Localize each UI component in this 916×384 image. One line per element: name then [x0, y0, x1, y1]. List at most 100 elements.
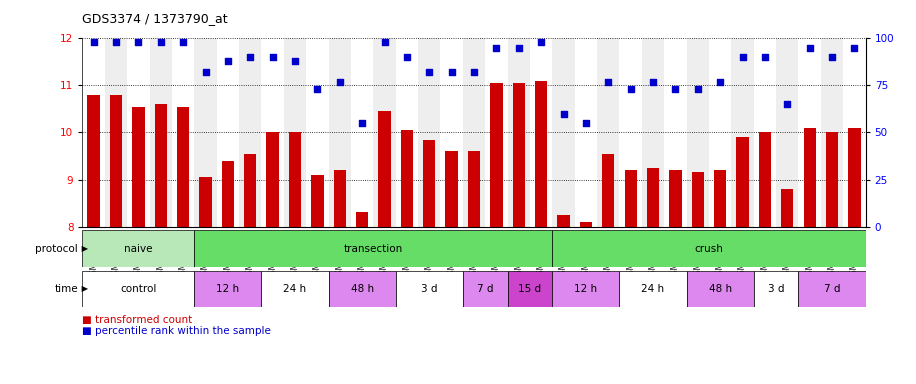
Bar: [692, 172, 704, 227]
Text: transection: transection: [344, 243, 403, 254]
Point: [377, 39, 392, 45]
Text: time: time: [54, 284, 78, 294]
Bar: [222, 161, 234, 227]
Bar: [552, 38, 574, 227]
Bar: [82, 230, 194, 267]
Point: [713, 79, 727, 85]
Point: [466, 69, 482, 75]
Point: [153, 39, 169, 45]
Point: [221, 58, 235, 64]
Text: ■ transformed count: ■ transformed count: [82, 315, 192, 325]
Bar: [776, 38, 799, 227]
Point: [198, 69, 213, 75]
Bar: [356, 212, 368, 227]
Bar: [400, 130, 413, 227]
Bar: [642, 38, 664, 227]
Bar: [664, 38, 687, 227]
Bar: [155, 104, 167, 227]
Bar: [507, 38, 530, 227]
Text: protocol: protocol: [35, 243, 78, 254]
Bar: [284, 38, 306, 227]
Bar: [844, 38, 866, 227]
Point: [399, 54, 414, 60]
Bar: [557, 215, 570, 227]
Text: 12 h: 12 h: [216, 284, 239, 294]
Bar: [261, 38, 284, 227]
Bar: [110, 95, 122, 227]
Bar: [267, 132, 278, 227]
Point: [354, 120, 369, 126]
Point: [824, 54, 839, 60]
Bar: [736, 137, 748, 227]
Bar: [799, 271, 866, 307]
Bar: [217, 38, 239, 227]
Bar: [714, 170, 726, 227]
Bar: [378, 111, 391, 227]
Point: [333, 79, 347, 85]
Bar: [754, 38, 776, 227]
Bar: [687, 271, 754, 307]
Bar: [261, 271, 329, 307]
Point: [601, 79, 616, 85]
Bar: [329, 38, 351, 227]
Bar: [709, 38, 731, 227]
Bar: [396, 38, 418, 227]
Bar: [445, 151, 458, 227]
Bar: [194, 271, 261, 307]
Bar: [799, 38, 821, 227]
Point: [176, 39, 191, 45]
Bar: [82, 38, 104, 227]
Point: [668, 86, 682, 92]
Point: [310, 86, 324, 92]
Text: 48 h: 48 h: [709, 284, 732, 294]
Bar: [82, 271, 194, 307]
Point: [847, 45, 862, 51]
Bar: [463, 38, 485, 227]
Text: 7 d: 7 d: [823, 284, 840, 294]
Bar: [758, 132, 771, 227]
Point: [243, 54, 257, 60]
Text: 24 h: 24 h: [641, 284, 665, 294]
Bar: [535, 81, 548, 227]
Bar: [289, 132, 301, 227]
Point: [489, 45, 504, 51]
Text: 48 h: 48 h: [351, 284, 374, 294]
Bar: [329, 271, 396, 307]
Text: GDS3374 / 1373790_at: GDS3374 / 1373790_at: [82, 12, 228, 25]
Bar: [597, 38, 619, 227]
Bar: [602, 154, 615, 227]
Bar: [574, 38, 597, 227]
Bar: [441, 38, 463, 227]
Point: [556, 111, 571, 117]
Bar: [619, 271, 687, 307]
Point: [288, 58, 302, 64]
Bar: [374, 38, 396, 227]
Point: [86, 39, 101, 45]
Bar: [848, 128, 861, 227]
Bar: [687, 38, 709, 227]
Point: [422, 69, 437, 75]
Text: 3 d: 3 d: [421, 284, 438, 294]
Bar: [87, 95, 100, 227]
Bar: [333, 170, 346, 227]
Bar: [127, 38, 149, 227]
Bar: [803, 128, 816, 227]
Text: 3 d: 3 d: [768, 284, 784, 294]
Text: ■ percentile rank within the sample: ■ percentile rank within the sample: [82, 326, 271, 336]
Bar: [244, 154, 256, 227]
Point: [266, 54, 280, 60]
Text: control: control: [120, 284, 157, 294]
Bar: [552, 230, 866, 267]
Bar: [647, 168, 660, 227]
Point: [534, 39, 549, 45]
Bar: [194, 38, 217, 227]
Point: [579, 120, 594, 126]
Bar: [468, 151, 480, 227]
Bar: [731, 38, 754, 227]
Bar: [149, 38, 172, 227]
Bar: [670, 170, 682, 227]
Bar: [239, 38, 261, 227]
Bar: [619, 38, 642, 227]
Point: [511, 45, 526, 51]
Text: 15 d: 15 d: [518, 284, 541, 294]
